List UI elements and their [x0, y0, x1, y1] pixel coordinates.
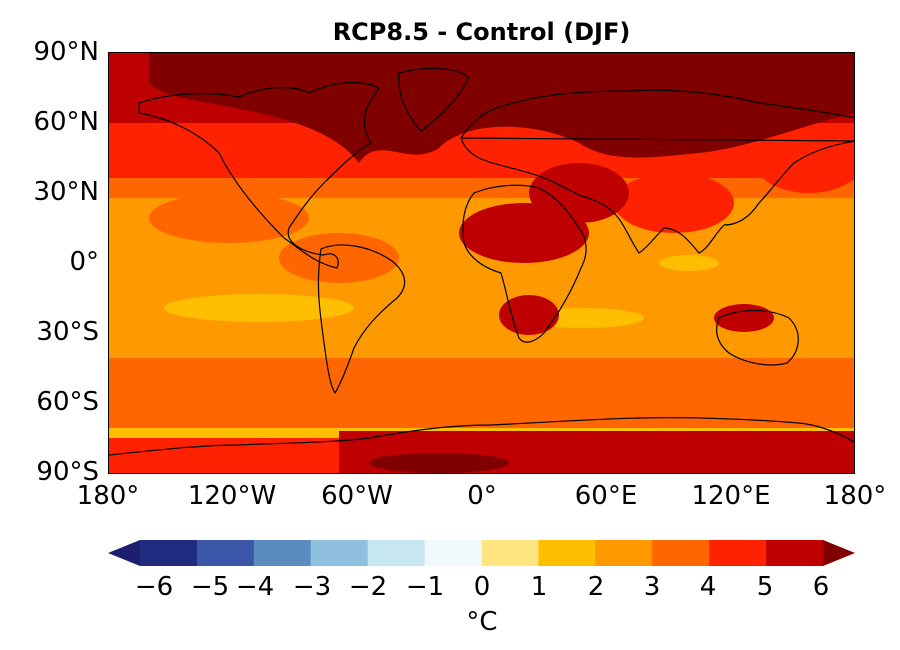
temperature-anomaly-map — [108, 52, 855, 474]
lon-tick-60e: 60°E — [574, 481, 638, 511]
colorbar-tick-5: 5 — [756, 572, 774, 602]
colorbar-tick-6: 6 — [812, 572, 830, 602]
colorbar-tick-2: 2 — [587, 572, 605, 602]
colorbar-tick-0: 0 — [473, 572, 491, 602]
lon-tick-60w: 60°W — [321, 481, 393, 511]
coast-greenland — [398, 67, 470, 132]
colorbar-tick-minus4: −4 — [235, 572, 275, 602]
lon-tick-120e: 120°E — [691, 481, 771, 511]
coastlines — [109, 67, 854, 456]
colorbar-swatch — [310, 540, 369, 566]
lon-tick-180e: 180° — [823, 481, 887, 511]
colorbar-tick-4: 4 — [699, 572, 717, 602]
colorbar-swatch — [652, 540, 710, 566]
map-canvas — [109, 53, 854, 473]
lon-tick-180w: 180° — [76, 481, 140, 511]
coast-south-america — [317, 244, 406, 394]
colorbar-tick-3: 3 — [643, 572, 661, 602]
lat-tick-60n: 60°N — [33, 107, 99, 137]
colorbar-tick-1: 1 — [530, 572, 548, 602]
colorbar-swatch — [766, 540, 824, 566]
colorbar-extend-upper — [823, 540, 855, 566]
coast-africa — [462, 184, 587, 343]
colorbar-swatch — [253, 540, 312, 566]
lon-tick-120w: 120°W — [187, 481, 277, 511]
colorbar-tick-minus3: −3 — [292, 572, 332, 602]
colorbar-tick-minus5: −5 — [190, 572, 230, 602]
colorbar — [108, 540, 855, 566]
colorbar-tick-minus1: −1 — [405, 572, 445, 602]
coast-eurasia — [460, 89, 854, 254]
colorbar-swatch — [538, 540, 596, 566]
colorbar-swatch — [140, 540, 198, 566]
lat-tick-0: 0° — [69, 247, 99, 277]
lat-tick-90s: 90°S — [36, 457, 99, 487]
coast-australia — [716, 309, 799, 366]
colorbar-unit-label: °C — [466, 607, 498, 637]
colorbar-swatches — [108, 540, 855, 566]
colorbar-tick-minus6: −6 — [134, 572, 174, 602]
lat-tick-60s: 60°S — [36, 387, 99, 417]
coast-north-america — [138, 82, 380, 269]
colorbar-tick-minus2: −2 — [348, 572, 388, 602]
colorbar-swatch — [424, 540, 482, 566]
coast-antarctica — [109, 417, 854, 456]
colorbar-swatch — [709, 540, 767, 566]
colorbar-swatch — [595, 540, 653, 566]
colorbar-swatch — [196, 540, 255, 566]
lon-tick-0: 0° — [467, 481, 497, 511]
lat-tick-30n: 30°N — [33, 177, 99, 207]
colorbar-extend-lower — [108, 540, 140, 566]
lat-tick-90n: 90°N — [33, 37, 99, 67]
fill-level-gt6 — [149, 53, 854, 473]
lat-tick-30s: 30°S — [36, 317, 99, 347]
chart-title: RCP8.5 - Control (DJF) — [332, 18, 631, 46]
colorbar-swatch — [481, 540, 539, 566]
colorbar-swatch — [367, 540, 426, 566]
